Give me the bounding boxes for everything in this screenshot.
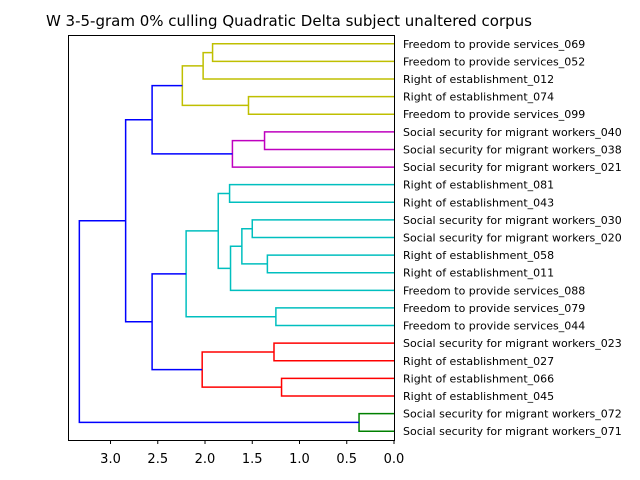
link-c1: [228, 183, 394, 204]
leaf-label: Right of establishment_012: [403, 73, 554, 86]
leaf-label: Social security for migrant workers_038: [403, 143, 622, 156]
link-y1: [211, 43, 394, 63]
x-tick-label: 1.0: [289, 452, 310, 467]
link-r1: [273, 342, 394, 362]
leaf-label: Social security for migrant workers_021: [403, 161, 622, 174]
x-tick-label: 2.5: [147, 452, 168, 467]
leaf-label: Freedom to provide services_088: [403, 284, 585, 297]
leaf-label: Social security for migrant workers_030: [403, 214, 622, 227]
link-g1: [358, 412, 394, 432]
leaf-label: Right of establishment_043: [403, 196, 554, 209]
leaf-label: Freedom to provide services_052: [403, 55, 585, 68]
link-b2: [151, 273, 203, 371]
plot-area: [68, 35, 395, 441]
link-c7: [275, 307, 394, 327]
leaf-label: Social security for migrant workers_071: [403, 425, 622, 438]
dendrogram-links: [78, 43, 394, 432]
leaf-label: Right of establishment_081: [403, 179, 554, 192]
leaf-label: Right of establishment_058: [403, 249, 554, 262]
link-c5: [229, 245, 394, 292]
x-tick-label: 1.5: [242, 452, 263, 467]
leaf-label: Social security for migrant workers_040: [403, 126, 622, 139]
link-c6: [217, 192, 231, 270]
leaf-label: Freedom to provide services_044: [403, 320, 585, 333]
link-c3: [266, 254, 394, 274]
x-axis: 3.0 2.5 2.0 1.5 1.0 0.5 0.0: [100, 440, 404, 467]
leaf-label: Freedom to provide services_079: [403, 302, 585, 315]
x-tick-label: 2.0: [195, 452, 216, 467]
link-c4: [241, 227, 268, 265]
link-c2: [251, 219, 394, 239]
leaf-label: Social security for migrant workers_020: [403, 232, 622, 245]
leaf-label: Right of establishment_045: [403, 390, 554, 403]
link-r3: [201, 351, 282, 388]
leaf-label: Right of establishment_027: [403, 355, 554, 368]
leaf-label: Social security for migrant workers_072: [403, 408, 622, 421]
x-tick-label: 0.5: [336, 452, 357, 467]
leaf-label: Right of establishment_011: [403, 267, 554, 280]
leaf-label: Freedom to provide services_099: [403, 108, 585, 121]
leaf-label: Right of establishment_074: [403, 91, 554, 104]
x-tick-label: 0.0: [384, 452, 405, 467]
link-b1: [151, 84, 233, 155]
leaf-labels: Freedom to provide services_069 Freedom t…: [403, 38, 622, 438]
leaf-label: Social security for migrant workers_023: [403, 337, 622, 350]
leaf-label: Freedom to provide services_069: [403, 38, 585, 51]
link-y4: [181, 65, 249, 107]
chart-title-text: W 3-5-gram 0% culling Quadratic Delta su…: [45, 12, 532, 30]
link-m2: [231, 139, 394, 168]
link-b3: [124, 118, 153, 323]
link-c8: [185, 230, 276, 318]
link-b4: [78, 219, 360, 424]
leaf-label: Right of establishment_066: [403, 372, 554, 385]
link-m1: [263, 131, 394, 151]
link-y2: [202, 51, 394, 80]
link-r2: [280, 377, 394, 397]
link-y3: [247, 95, 394, 115]
x-tick-label: 3.0: [100, 452, 121, 467]
